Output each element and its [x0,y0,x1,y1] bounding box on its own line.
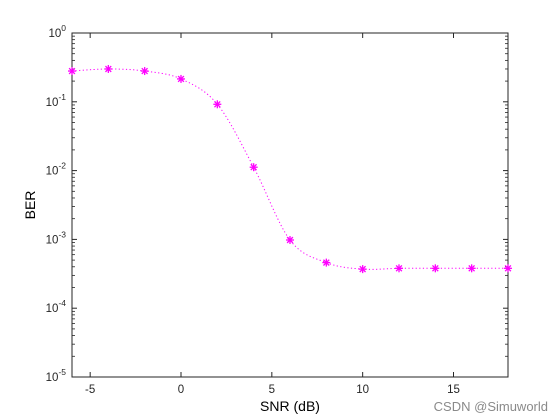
y-tick-label: 10-5 [46,367,67,384]
data-point-marker [504,264,512,273]
x-tick-label: 5 [269,384,275,396]
data-point-marker [140,67,149,76]
data-point-marker [358,265,367,274]
series-layer [68,64,512,274]
x-tick-label: 0 [178,384,184,396]
data-point-marker [431,264,440,273]
y-tick-label: 10-4 [46,298,67,315]
data-point-marker [249,163,258,172]
x-tick-label: 10 [356,384,369,396]
data-point-marker [395,264,403,273]
data-point-marker [286,236,294,245]
watermark: CSDN @Simuworld [433,399,548,414]
data-point-marker [213,100,222,109]
x-axis-ticks: -5 0 5 10 15 [85,33,460,396]
y-tick-label: 10-2 [46,161,67,178]
data-point-marker [322,258,331,267]
x-tick-label: 15 [447,384,460,396]
x-axis-label: SNR (dB) [260,398,320,414]
y-tick-label: 10-3 [46,229,67,246]
data-point-marker [104,64,113,73]
y-tick-label: 10-1 [46,92,67,109]
plot-area [71,32,509,378]
data-point-marker [467,264,476,273]
axes-box [71,32,509,378]
x-tick-label: -5 [85,384,95,396]
y-tick-label: 100 [48,23,66,40]
data-point-marker [177,74,185,83]
y-axis-ticks: 100 10-1 10-2 10-3 10-4 10-5 [46,23,508,384]
y-axis-label: BER [22,191,38,220]
data-point-marker [68,67,76,76]
